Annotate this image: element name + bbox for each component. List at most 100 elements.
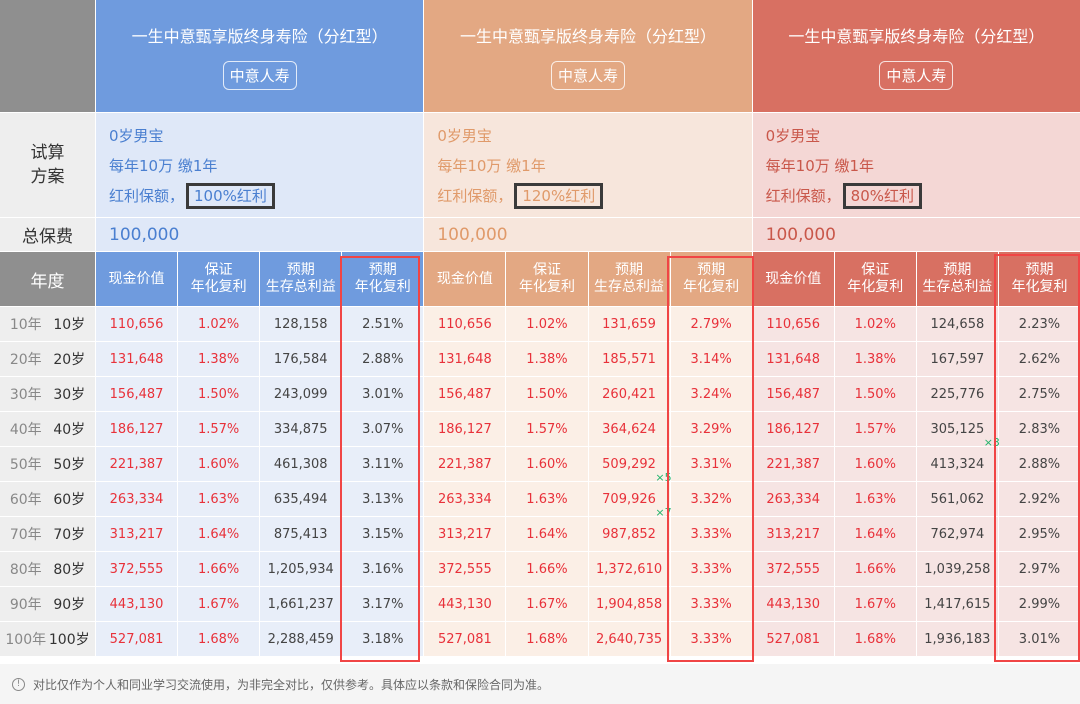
guaranteed-rate-text: 1.63% [854, 491, 896, 507]
guaranteed-rate: 1.50% [506, 377, 588, 411]
premium-value: 100,000 [424, 218, 752, 251]
expected-total-benefit-text: 461,308 [273, 456, 328, 472]
plan-insured: 0岁男宝 [765, 126, 821, 145]
expected-rate-text: 3.11% [362, 456, 404, 472]
guaranteed-rate-text: 1.38% [197, 351, 240, 367]
expected-total-benefit: 762,974 [916, 517, 998, 551]
year-cell: 40年 40岁 [0, 412, 95, 446]
guaranteed-rate: 1.67% [834, 587, 916, 621]
expected-rate: 3.17% [342, 587, 424, 621]
cash-value-text: 372,555 [437, 561, 492, 577]
cash-value: 443,130 [752, 587, 834, 621]
age: 100岁 [48, 632, 90, 648]
cash-value: 156,487 [96, 377, 178, 411]
guaranteed-rate-text: 1.64% [526, 526, 568, 542]
expected-rate-text: 2.97% [1018, 561, 1061, 577]
cash-value-text: 156,487 [437, 386, 492, 402]
cash-value-text: 443,130 [766, 596, 821, 612]
plan-payment: 每年10万 缴1年 [765, 156, 875, 175]
cash-value: 527,081 [752, 622, 834, 656]
cash-value-text: 186,127 [109, 421, 164, 437]
policy-year: 80年 [9, 562, 42, 578]
cash-value: 527,081 [424, 622, 506, 656]
expected-rate: 2.99% [998, 587, 1080, 621]
guaranteed-rate-text: 1.66% [854, 561, 896, 577]
expected-rate-text: 2.51% [362, 316, 404, 332]
expected-rate: 2.62% [998, 342, 1080, 376]
cash-value: 263,334 [96, 482, 178, 516]
column-header: 预期 年化复利 [670, 252, 752, 306]
guaranteed-rate: 1.57% [178, 412, 260, 446]
expected-total-benefit-text: 2,640,735 [595, 631, 663, 647]
expected-total-benefit: 131,659 [588, 307, 670, 341]
cash-value-text: 313,217 [766, 526, 821, 542]
expected-rate-text: 2.75% [1018, 386, 1061, 402]
column-header: 预期 生存总利益 [916, 252, 998, 306]
guaranteed-rate-text: 1.57% [526, 421, 568, 437]
expected-rate: 3.15% [342, 517, 424, 551]
expected-total-benefit: 1,417,615 [916, 587, 998, 621]
expected-total-benefit-text: 561,062 [930, 491, 985, 507]
cash-value: 372,555 [424, 552, 506, 586]
expected-rate: 3.01% [998, 622, 1080, 656]
guaranteed-rate-text: 1.02% [197, 316, 240, 332]
cash-value-text: 131,648 [766, 351, 821, 367]
premium-value: 100,000 [96, 218, 424, 251]
guaranteed-rate: 1.64% [506, 517, 588, 551]
guaranteed-rate-text: 1.67% [197, 596, 240, 612]
expected-total-benefit-text: 260,421 [602, 386, 656, 402]
guaranteed-rate-text: 1.02% [526, 316, 568, 332]
year-cell: 50年 50岁 [0, 447, 95, 481]
year-cell: 10年 10岁 [0, 307, 95, 341]
cash-value-text: 110,656 [766, 316, 821, 332]
guaranteed-rate-text: 1.02% [854, 316, 896, 332]
column-header: 预期 生存总利益 [260, 252, 342, 306]
age: 30岁 [53, 387, 86, 403]
expected-total-benefit: 2,640,735 [588, 622, 670, 656]
cash-value-text: 186,127 [437, 421, 492, 437]
expected-total-benefit-text: 176,584 [273, 351, 328, 367]
guaranteed-rate-text: 1.57% [197, 421, 240, 437]
policy-year: 10年 [9, 317, 42, 333]
cash-value: 221,387 [424, 447, 506, 481]
expected-rate-text: 2.83% [1018, 421, 1061, 437]
cash-value-text: 131,648 [109, 351, 164, 367]
product-header: 一生中意甄享版终身寿险（分红型） 中意人寿 [752, 0, 1080, 112]
disclaimer-text: 对比仅作为个人和同业学习交流使用，为非完全对比，仅供参考。具体应以条款和保险合同… [33, 677, 550, 692]
expected-total-benefit-text: 131,659 [602, 316, 656, 332]
guaranteed-rate-text: 1.63% [197, 491, 240, 507]
expected-total-benefit: 305,125 ×3 [916, 412, 1000, 449]
expected-rate-text: 3.13% [362, 491, 404, 507]
plan-details: 0岁男宝 每年10万 缴1年 红利保额， 120%红利 [424, 113, 752, 217]
expected-rate: 2.97% [998, 552, 1080, 586]
policy-year: 30年 [9, 387, 42, 403]
policy-year: 70年 [9, 527, 42, 543]
guaranteed-rate: 1.67% [506, 587, 588, 621]
cash-value-text: 313,217 [109, 526, 164, 542]
guaranteed-rate: 1.64% [834, 517, 916, 551]
plan-details: 0岁男宝 每年10万 缴1年 红利保额， 80%红利 [752, 113, 1080, 217]
cash-value-text: 263,334 [766, 491, 821, 507]
age: 60岁 [53, 492, 86, 508]
expected-rate: 3.11% [342, 447, 424, 481]
year-cell: 60年 60岁 [0, 482, 95, 516]
year-header: 年度 [0, 252, 95, 306]
corner-cell [0, 0, 95, 112]
cash-value: 263,334 [752, 482, 834, 516]
cash-value: 186,127 [424, 412, 506, 446]
cash-value-text: 263,334 [109, 491, 164, 507]
cash-value: 263,334 [424, 482, 506, 516]
expected-rate: 2.79% [670, 307, 752, 341]
expected-rate-text: 3.32% [690, 491, 732, 507]
expected-total-benefit: 1,205,934 [260, 552, 342, 586]
guaranteed-rate: 1.66% [834, 552, 916, 586]
guaranteed-rate: 1.02% [178, 307, 260, 341]
column-header: 预期 年化复利 [998, 252, 1080, 306]
guaranteed-rate: 1.66% [506, 552, 588, 586]
guaranteed-rate-text: 1.38% [526, 351, 568, 367]
expected-total-benefit-text: 243,099 [273, 386, 328, 402]
guaranteed-rate: 1.57% [506, 412, 588, 446]
info-circle-icon: ! [12, 677, 25, 691]
guaranteed-rate: 1.60% [178, 447, 260, 481]
dividend-ratio: 100%红利 [186, 182, 275, 209]
